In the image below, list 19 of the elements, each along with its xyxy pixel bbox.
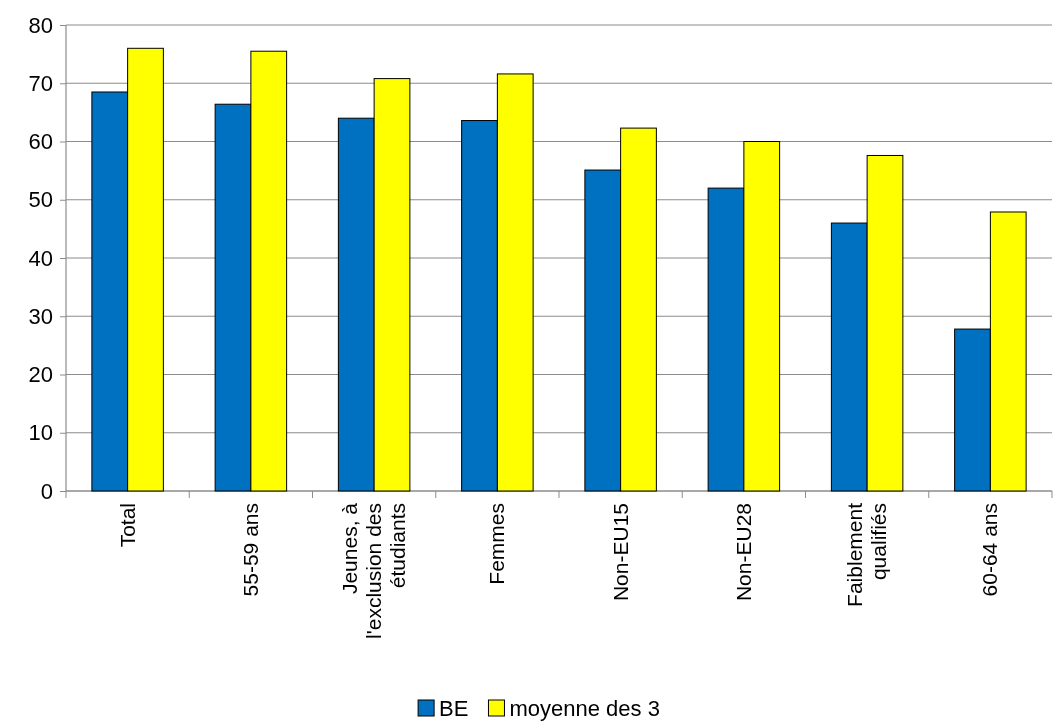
x-tick-label: 55-59 ans [238,503,262,597]
x-tick-label: Non-EU28 [731,503,755,602]
y-tick-label: 10 [28,420,53,446]
x-tick-label: Faiblement qualifiés [843,502,891,607]
y-tick-label: 80 [28,12,53,38]
y-tick-label: 0 [40,478,53,504]
legend-label: moyenne des 3 [509,696,660,721]
x-tick-label: 60-64 ans [978,503,1002,597]
y-tick-label: 30 [28,303,53,329]
y-tick-label: 50 [28,187,53,213]
x-tick-label: Jeunes, à l'exclusion des étudiants [338,502,410,639]
y-tick-label: 60 [28,129,53,155]
y-tick-label: 40 [28,245,53,271]
x-tick-label: Non-EU15 [608,503,632,602]
y-tick-label: 20 [28,362,53,388]
x-tick-label: Femmes [485,503,509,585]
legend-label: BE [439,696,469,721]
y-tick-label: 70 [28,70,53,96]
x-tick-label: Total [115,503,139,548]
